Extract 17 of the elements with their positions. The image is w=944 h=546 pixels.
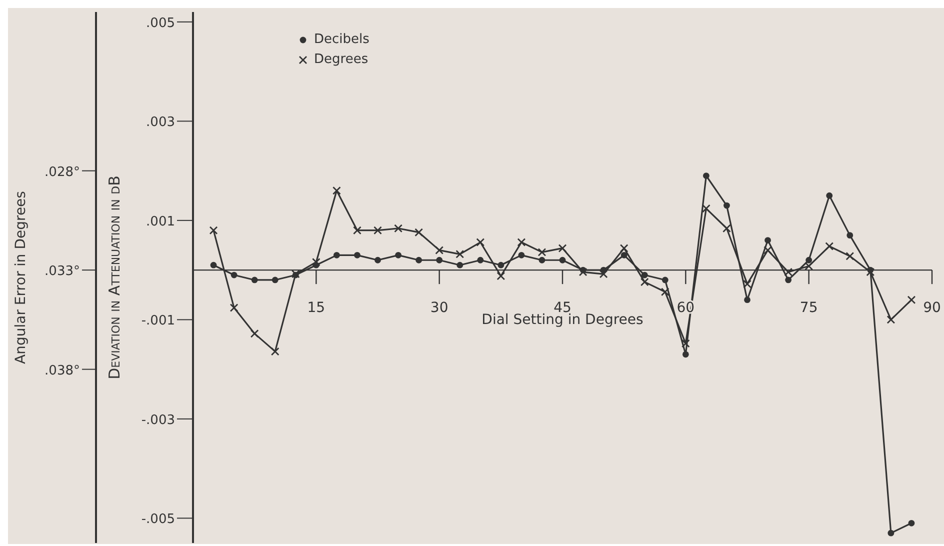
y-tick-label: .003 [146, 115, 175, 130]
y-tick-label: .001 [146, 214, 175, 230]
x-tick-label: 90 [923, 300, 941, 316]
legend-label: Degrees [314, 51, 368, 69]
y2-tick-label: .038° [44, 363, 80, 378]
y-tick-label: -.003 [141, 412, 175, 428]
y-tick-label: -.005 [141, 512, 175, 528]
y-tick-label: .005 [146, 16, 175, 31]
x-tick-label: 15 [307, 300, 326, 316]
x-tick-label: 75 [800, 300, 818, 316]
x-tick-label: 30 [430, 300, 448, 316]
y2-tick-label: .028° [44, 164, 80, 180]
y-tick-label: -.001 [141, 314, 175, 329]
y2-tick-label: .033° [44, 264, 80, 280]
legend-label: Decibels [314, 31, 370, 49]
y2-axis-title: Angular Error in Degrees [12, 191, 29, 364]
y-axis-title: Deviation in Attenuation in dB [105, 176, 124, 380]
